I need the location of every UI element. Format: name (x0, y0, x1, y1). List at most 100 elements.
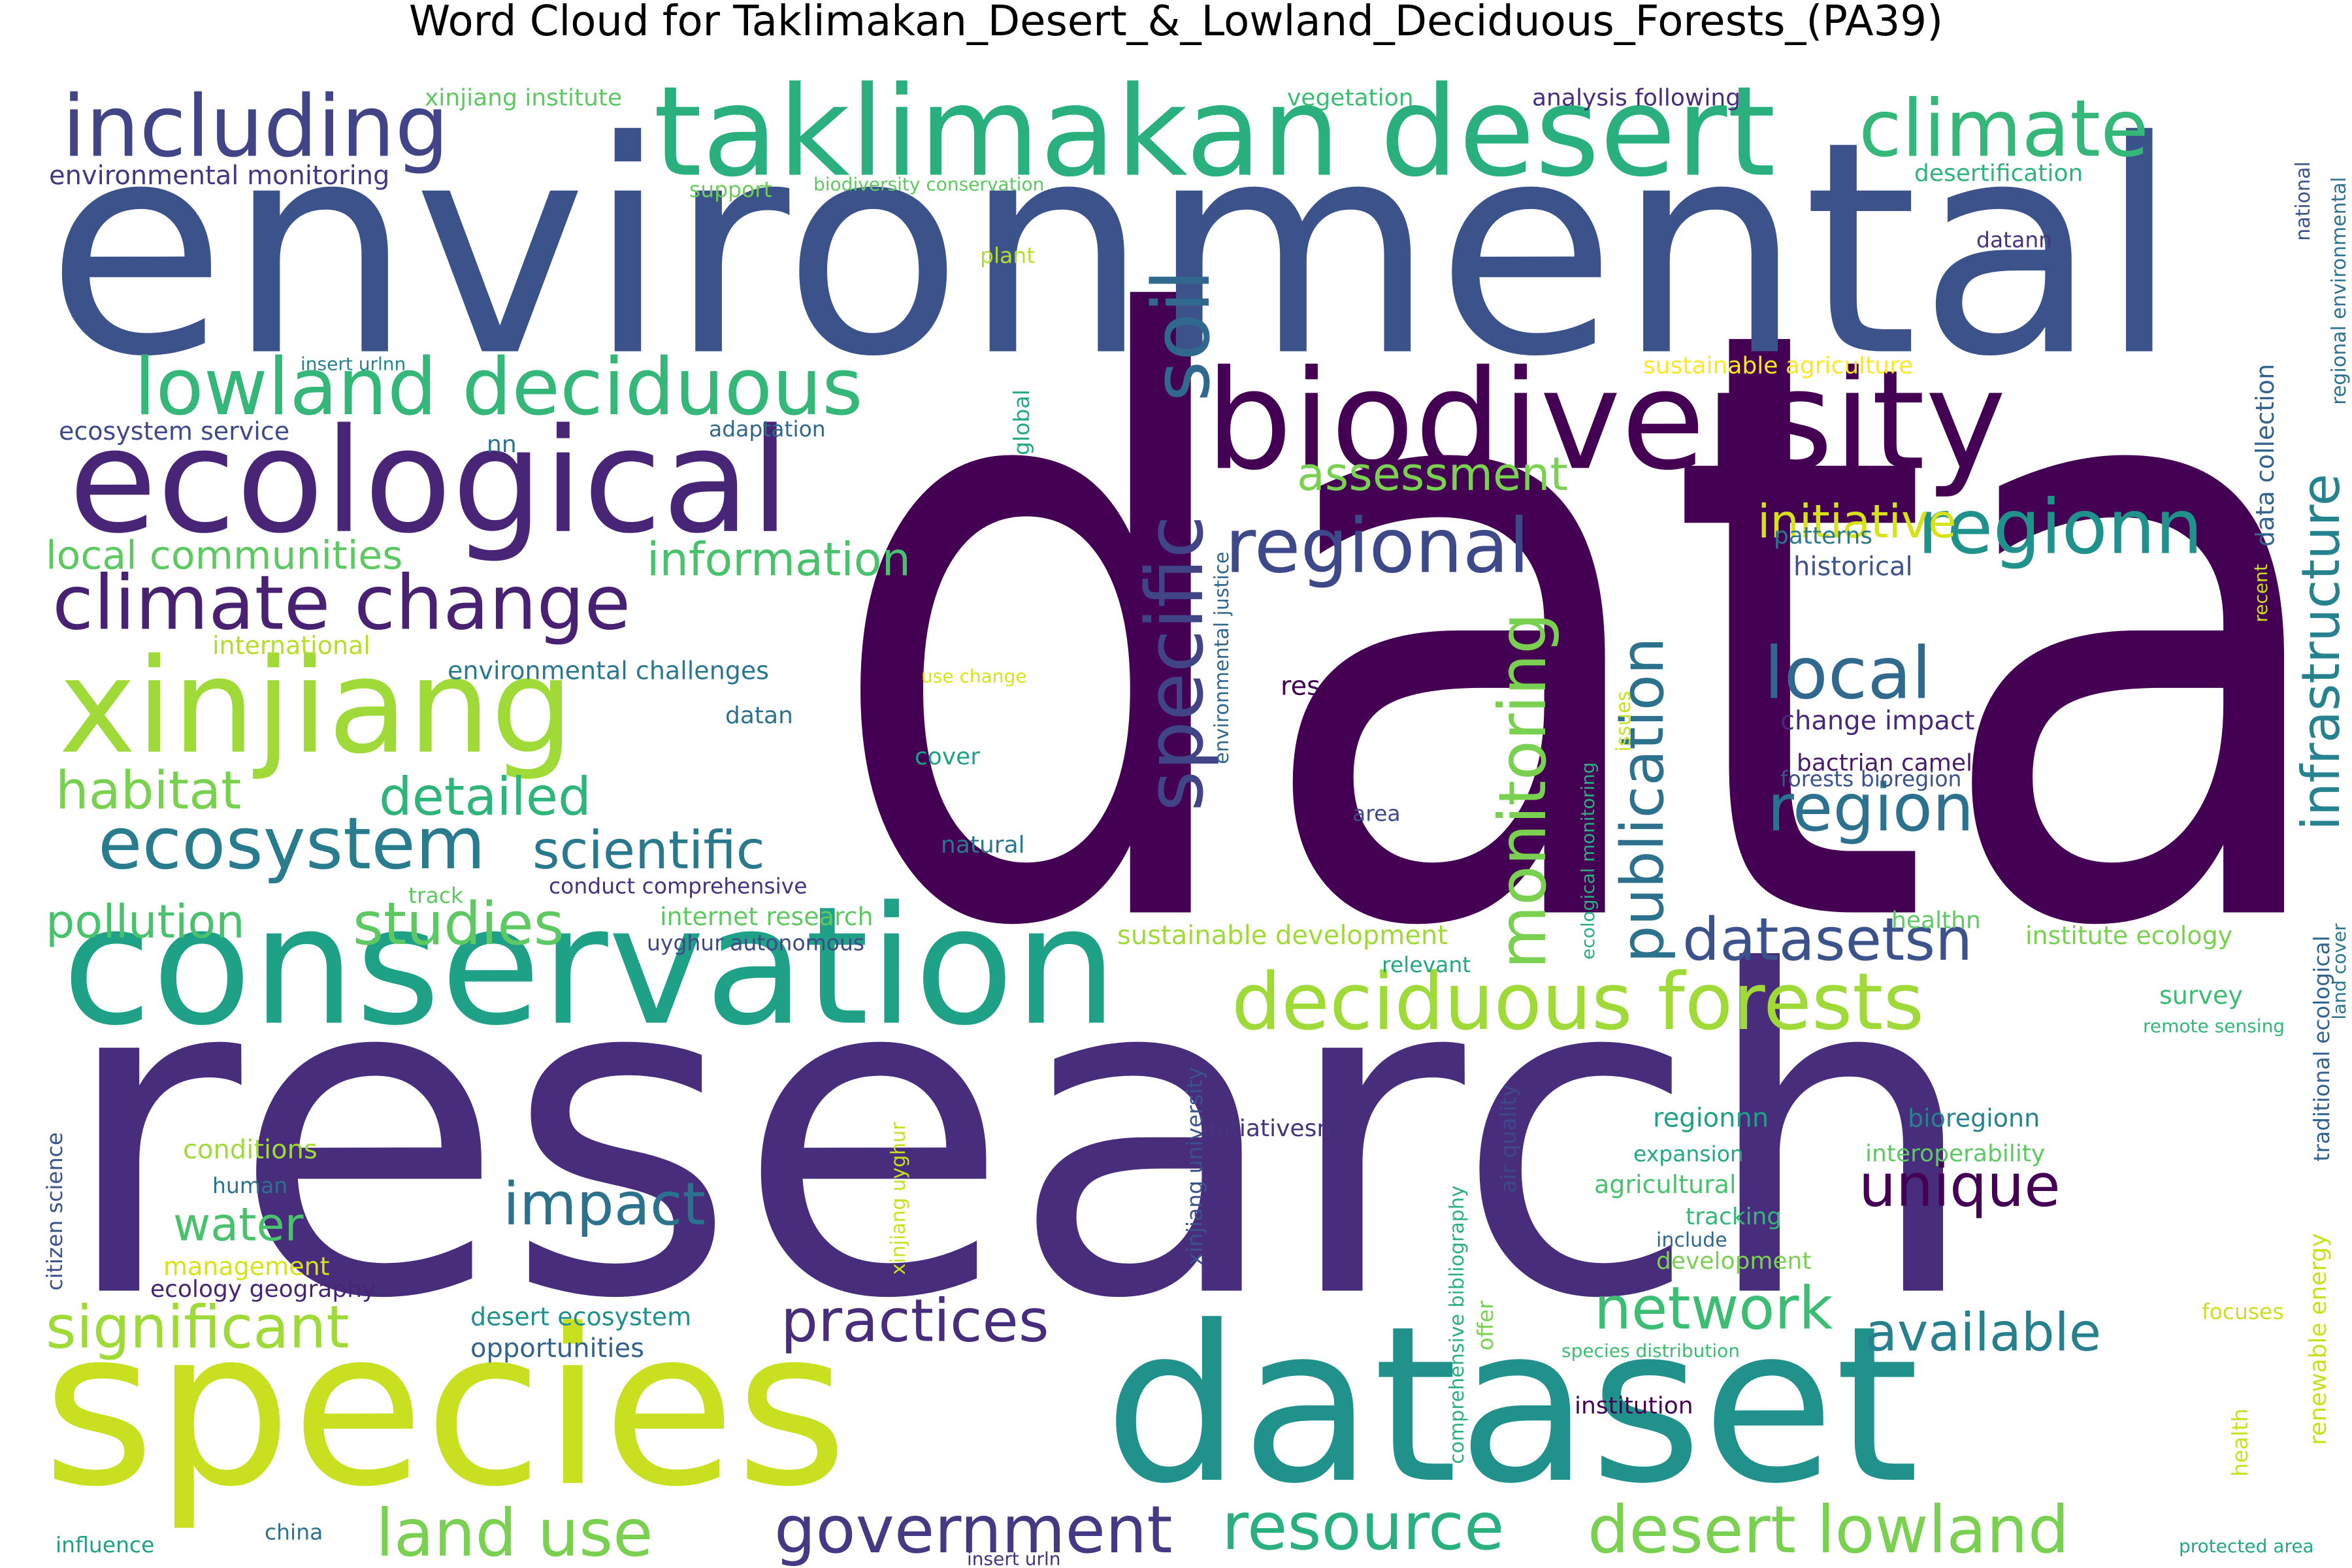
word-bactrian-camel: bactrian camel (1797, 749, 1972, 776)
word-researcher: researcher (1281, 672, 1421, 702)
word-detailed: detailed (379, 766, 591, 827)
word-insert-urlnn: insert urlnn (301, 353, 406, 375)
word-xinjiang-institute: xinjiang institute (425, 84, 622, 111)
word-global: global (1009, 389, 1034, 455)
word-data-collection: data collection (2251, 364, 2279, 547)
word-include: include (1656, 1229, 1727, 1252)
word-biodiversity-conservation: biodiversity conservation (813, 174, 1044, 195)
word-interoperability: interoperability (1865, 1141, 2045, 1168)
word-agricultural: agricultural (1594, 1170, 1737, 1199)
word-forests-bioregion: forests bioregion (1780, 766, 1961, 792)
word-desert-ecosystem: desert ecosystem (470, 1303, 691, 1331)
word-sustainable-agriculture: sustainable agriculture (1643, 352, 1913, 379)
word-area: area (1352, 801, 1401, 826)
word-desert-lowland: desert lowland (1588, 1492, 2069, 1568)
word-information: information (647, 532, 911, 586)
word-ecological-monitoring: ecological monitoring (1577, 762, 1599, 960)
word-nn: nn (487, 431, 517, 458)
word-analysis-following: analysis following (1532, 84, 1740, 111)
word-remote-sensing: remote sensing (2143, 1015, 2285, 1037)
word-protected-area: protected area (2179, 1535, 2314, 1557)
word-patterns: patterns (1774, 523, 1872, 549)
word-land-cover: land cover (2328, 923, 2350, 1020)
word-cover: cover (915, 743, 980, 770)
word-tracking: tracking (1686, 1203, 1782, 1230)
word-vegetation: vegetation (1287, 84, 1414, 111)
word-track: track (408, 883, 464, 908)
word-regionn: regionn (1918, 483, 2203, 571)
word-expansion: expansion (1633, 1141, 1744, 1167)
word-environmental: environmental (46, 79, 2180, 421)
word-survey: survey (2159, 981, 2243, 1009)
word-assessment: assessment (1297, 448, 1568, 501)
word-government: government (774, 1492, 1173, 1568)
word-biodiversity: biodiversity (1205, 340, 2006, 500)
word-local-communities: local communities (46, 533, 403, 579)
word-datan: datan (725, 702, 793, 729)
word-adaptation: adaptation (709, 416, 826, 442)
word-region: region (1767, 770, 1974, 846)
word-renewable-energy: renewable energy (2305, 1233, 2332, 1445)
word-offer: offer (1473, 1300, 1498, 1350)
word-traditional-ecological: traditional ecological (2309, 936, 2334, 1162)
chart-title: Word Cloud for Taklimakan_Desert_&_Lowla… (408, 0, 1944, 46)
word-sustainable-development: sustainable development (1117, 921, 1448, 951)
word-internet-research: internet research (660, 902, 874, 931)
word-issues: issues (1612, 691, 1635, 752)
word-ecosystem-service: ecosystem service (59, 417, 289, 446)
word-institution: institution (1575, 1393, 1693, 1420)
word-lowland-deciduous: lowland deciduous (134, 342, 863, 433)
word-regionnn: regionnn (1653, 1103, 1769, 1134)
word-climate-change: climate change (52, 559, 630, 647)
word-regional-environmental: regional environmental (2328, 177, 2351, 405)
word-dataset: dataset (1104, 1280, 1919, 1531)
word-ecological: ecological (69, 398, 790, 565)
word-xinjiang: xinjiang (59, 630, 574, 783)
word-air-quality: air quality (1495, 1085, 1521, 1193)
word-soil: soil (1137, 269, 1228, 402)
word-comprehensive-bibliography: comprehensive bibliography (1446, 1185, 1469, 1463)
word-use-change: use change (921, 665, 1027, 687)
word-management: management (163, 1252, 330, 1281)
word-institute-ecology: institute ecology (2025, 921, 2232, 950)
word-local: local (1764, 631, 1931, 715)
word-water: water (173, 1198, 304, 1251)
word-climate: climate (1859, 84, 2149, 175)
word-pollution: pollution (46, 895, 245, 949)
word-change-impact: change impact (1780, 706, 1975, 736)
word-practices: practices (781, 1287, 1049, 1356)
word-deciduous-forests: deciduous forests (1232, 957, 1924, 1048)
word-environmental-monitoring: environmental monitoring (49, 161, 389, 191)
word-research: research (59, 879, 1981, 1396)
word-species: species (42, 1283, 848, 1534)
word-xinjiang-uyghur: xinjiang uyghur (887, 1122, 910, 1275)
word-historical: historical (1793, 551, 1913, 581)
word-conduct-comprehensive: conduct comprehensive (549, 874, 808, 899)
word-unique: unique (1859, 1151, 2061, 1220)
word-ecosystem: ecosystem (98, 802, 485, 885)
word-china: china (265, 1520, 323, 1545)
word-regional: regional (1225, 502, 1529, 590)
word-conservation: conservation (62, 871, 1118, 1061)
word-natural: natural (941, 832, 1025, 858)
word-focuses: focuses (2202, 1299, 2284, 1324)
word-studies: studies (353, 890, 564, 958)
word-specific: specific (1130, 515, 1221, 811)
word-data: data (823, 155, 2345, 1105)
word-health: health (2227, 1409, 2253, 1477)
word-human: human (212, 1173, 287, 1198)
word-development: development (1656, 1248, 1811, 1275)
word-impact: impact (503, 1170, 706, 1239)
word-initiative: initiative (1757, 495, 1956, 548)
word-publication: publication (1609, 637, 1677, 962)
word-conditions: conditions (183, 1135, 318, 1165)
word-significant: significant (46, 1293, 350, 1362)
word-desertification: desertification (1914, 160, 2083, 187)
word-bioregionn: bioregionn (1908, 1104, 2040, 1133)
word-including: including (62, 77, 449, 176)
word-network: network (1594, 1274, 1833, 1343)
word-recent: recent (2250, 564, 2272, 622)
word-environmental-justice: environmental justice (1211, 551, 1233, 764)
word-support: support (689, 176, 772, 202)
